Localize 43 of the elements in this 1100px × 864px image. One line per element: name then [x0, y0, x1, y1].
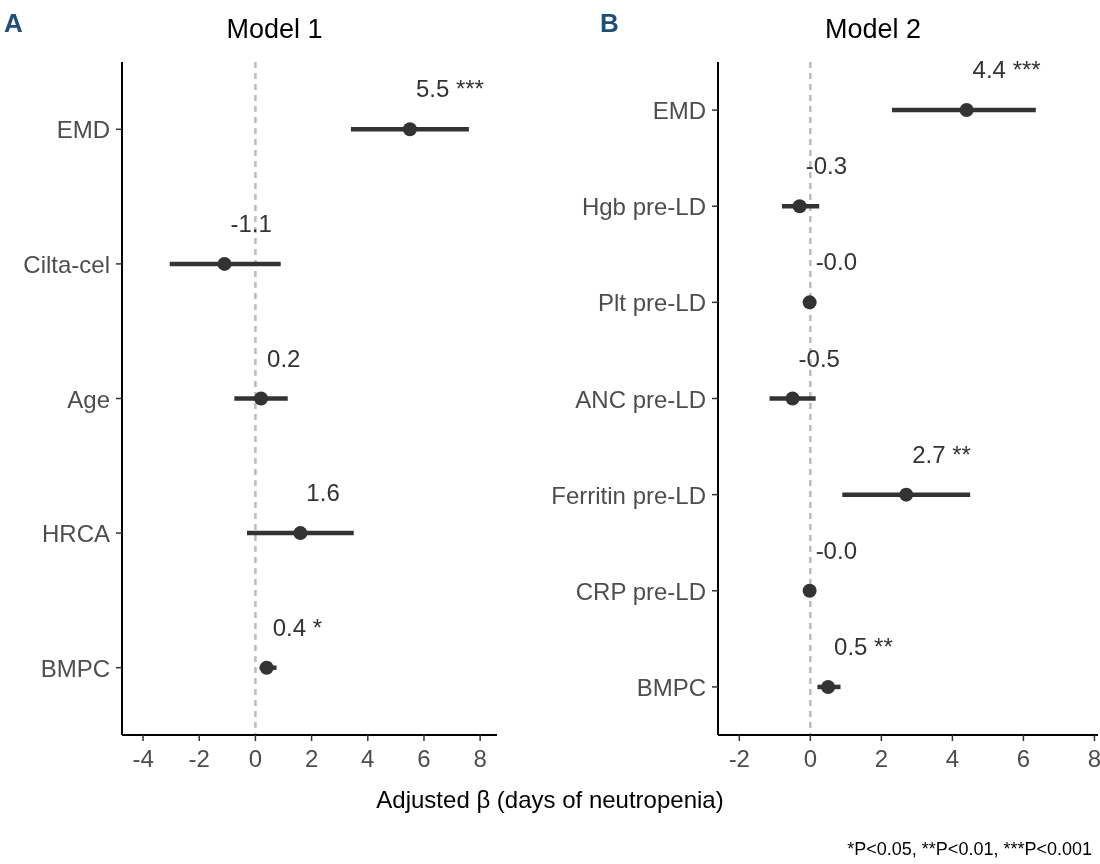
data-label: 1.6	[306, 479, 340, 507]
x-tick-label: 8	[1087, 745, 1100, 772]
x-tick-label: 4	[361, 745, 375, 772]
text: *P<0.05, **P<0.01, ***P<0.001	[847, 839, 1092, 859]
x-tick-label: 4	[945, 745, 960, 772]
data-label: -1.1	[230, 209, 272, 237]
y-tick-label: BMPC	[636, 673, 706, 701]
y-tick-label: Hgb pre-LD	[581, 193, 706, 221]
y-tick-label: BMPC	[40, 654, 110, 682]
data-label: 0.5 **	[834, 632, 893, 660]
y-tick-label: Cilta-cel	[23, 250, 110, 278]
data-label: -0.5	[798, 344, 840, 372]
data-label: -0.3	[805, 152, 848, 180]
text: A	[4, 8, 23, 38]
data-label: 4.4 ***	[972, 56, 1041, 84]
y-tick-label: CRP pre-LD	[575, 577, 706, 605]
chart-title: Model 2	[824, 14, 922, 44]
data-label: -0.0	[815, 248, 857, 276]
y-tick-label: EMD	[56, 116, 110, 144]
y-tick-label: HRCA	[41, 520, 110, 548]
x-tick-label: 0	[248, 745, 263, 772]
chart-title: Model 1	[226, 14, 323, 44]
x-tick-label: 2	[874, 745, 889, 772]
x-axis-title: Adjusted β (days of neutropenia)	[376, 786, 724, 813]
text: B	[600, 8, 619, 38]
y-tick-label: Age	[67, 385, 110, 413]
x-tick-label: 0	[803, 745, 818, 772]
x-tick-label: -2	[188, 745, 210, 772]
data-label: 5.5 ***	[415, 75, 484, 103]
y-tick-label: ANC pre-LD	[575, 385, 706, 413]
data-label: 0.4 *	[272, 613, 323, 641]
data-label: 0.2	[267, 344, 301, 372]
data-label: 2.7 **	[912, 440, 971, 468]
x-tick-label: -2	[728, 745, 750, 772]
data-label: -0.0	[815, 536, 857, 564]
y-tick-label: Plt pre-LD	[597, 289, 706, 317]
x-tick-label: 8	[473, 745, 487, 772]
y-tick-label: EMD	[652, 97, 706, 125]
x-tick-label: 2	[304, 745, 319, 772]
x-tick-label: 6	[1016, 745, 1031, 772]
x-tick-label: -4	[132, 745, 154, 772]
x-tick-label: 6	[417, 745, 431, 772]
y-tick-label: Ferritin pre-LD	[551, 481, 706, 509]
